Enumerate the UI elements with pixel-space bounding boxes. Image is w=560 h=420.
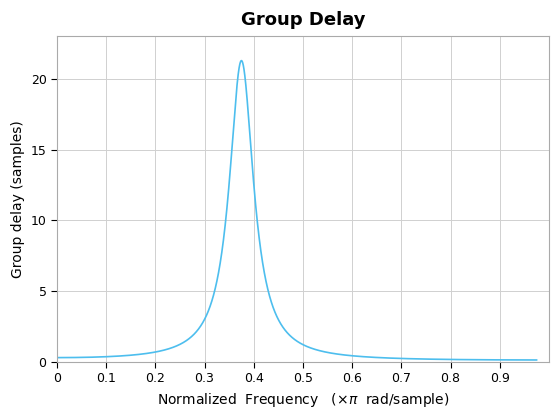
X-axis label: Normalized  Frequency   ($\times\pi$  rad/sample): Normalized Frequency ($\times\pi$ rad/sa… — [157, 391, 449, 409]
Title: Group Delay: Group Delay — [241, 11, 365, 29]
Y-axis label: Group delay (samples): Group delay (samples) — [11, 120, 25, 278]
